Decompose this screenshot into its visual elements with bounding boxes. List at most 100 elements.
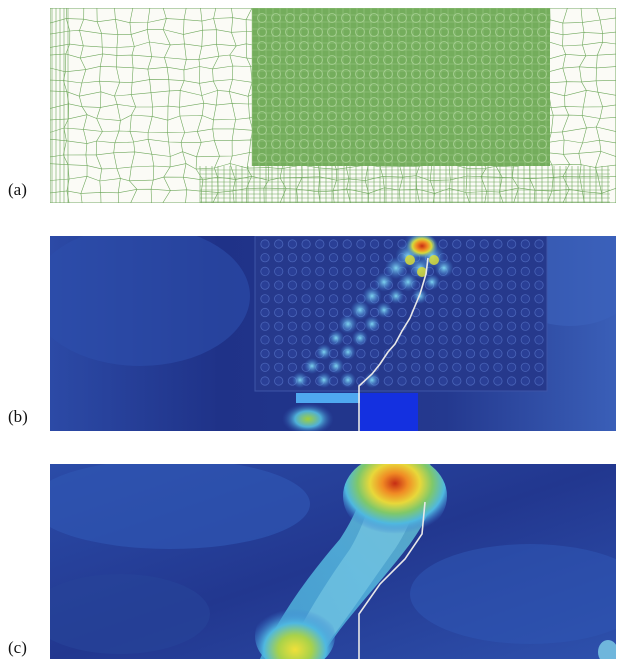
pore (439, 69, 449, 79)
pore (313, 27, 323, 37)
pore (523, 55, 533, 65)
pore (479, 335, 489, 345)
pore (301, 307, 311, 318)
pore (411, 13, 421, 23)
pore (315, 253, 325, 263)
pore (274, 362, 284, 372)
pore (355, 13, 365, 23)
pore (397, 97, 407, 107)
pore (328, 266, 339, 277)
pore (465, 349, 476, 359)
pore (274, 253, 284, 263)
pore (509, 97, 519, 107)
pore (383, 362, 393, 372)
crack-path (358, 501, 426, 659)
pore (287, 266, 297, 277)
pore (534, 266, 544, 277)
pore (467, 125, 477, 135)
pore (411, 362, 421, 372)
stress-hotspot (364, 316, 380, 332)
pore (313, 125, 323, 135)
pore (341, 13, 351, 23)
pore (285, 55, 295, 65)
refined-mesh-block (252, 8, 550, 166)
pore (355, 97, 365, 107)
pore (383, 239, 393, 249)
pore (506, 362, 517, 372)
pore (479, 253, 489, 263)
pore (271, 55, 281, 65)
pore (299, 139, 309, 149)
pore (327, 13, 337, 23)
pore (257, 125, 267, 135)
stress-zoom-figure (50, 464, 616, 659)
pore (520, 335, 530, 345)
pore (285, 13, 295, 23)
panel-label-b: (b) (8, 407, 28, 426)
pore (520, 376, 530, 386)
pore (315, 335, 325, 345)
pore (534, 321, 544, 331)
pore (465, 239, 476, 249)
pore (397, 153, 407, 163)
pore (481, 13, 491, 23)
pore (397, 376, 407, 386)
pore (315, 266, 325, 277)
pore (369, 97, 379, 107)
pore (355, 69, 365, 79)
pore (493, 321, 503, 331)
pore (467, 41, 477, 51)
pore (493, 349, 503, 359)
pore (328, 307, 339, 318)
pore (453, 153, 463, 163)
mesh-line (162, 8, 171, 203)
pore (260, 362, 270, 372)
pore (383, 97, 393, 107)
pore (285, 139, 295, 149)
pore (411, 335, 421, 345)
pore (520, 349, 530, 359)
pore (369, 153, 379, 163)
pore (260, 376, 270, 386)
pore (313, 153, 323, 163)
pore (328, 253, 339, 263)
pore (355, 83, 365, 93)
pore (397, 139, 407, 149)
stress-hotspot (398, 272, 418, 292)
pore (424, 307, 434, 318)
pore (397, 41, 407, 51)
pore (425, 41, 435, 51)
pore (523, 83, 533, 93)
pore (452, 335, 462, 345)
pore (327, 27, 337, 37)
pore (509, 27, 519, 37)
pore (313, 97, 323, 107)
bottom-hotspot (255, 602, 335, 659)
stress-hotspot (316, 372, 332, 388)
pore (301, 321, 311, 331)
pore (411, 69, 421, 79)
pore (493, 253, 503, 263)
pore (453, 125, 463, 135)
pore (274, 307, 284, 318)
pore (287, 335, 297, 345)
pore (465, 376, 476, 386)
pore (257, 153, 267, 163)
pore (327, 125, 337, 135)
mesh-line (63, 8, 71, 203)
stress-hotspot (316, 344, 332, 360)
pore (355, 139, 365, 149)
pore (467, 97, 477, 107)
pore (285, 27, 295, 37)
pore (369, 13, 379, 23)
pore (506, 321, 517, 331)
pore (523, 13, 533, 23)
pore (439, 139, 449, 149)
pore (271, 97, 281, 107)
pore (424, 321, 434, 331)
pore (327, 139, 337, 149)
pore (537, 153, 547, 163)
mesh-line (561, 8, 570, 203)
pore (369, 41, 379, 51)
pore (369, 253, 380, 263)
